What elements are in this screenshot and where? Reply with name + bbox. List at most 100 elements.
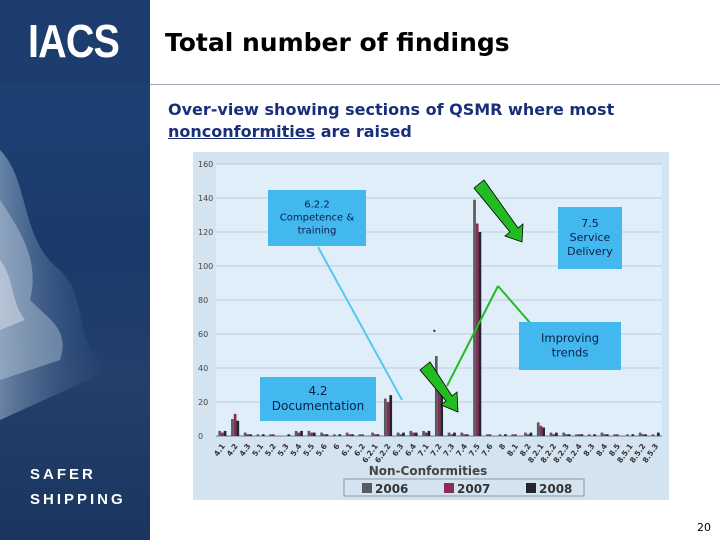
y-tick-label: 80 [198,296,208,305]
bar-2008-8.5.3 [656,432,660,436]
y-tick-label: 140 [198,194,213,203]
bar-2008-4.1 [223,430,227,436]
bar-2007-5.6 [322,434,326,436]
legend-swatch-2008 [526,483,536,493]
tagline-shipping: SHIPPING [30,491,126,508]
bar-2007-6.2.1 [373,434,377,436]
callout-4-2-text: Documentation [272,399,365,413]
callout-7-5-box [558,207,622,269]
bar-2008-8 [504,434,507,436]
bar-2006-7.4 [460,432,464,436]
bar-2006-5.1 [256,434,260,436]
title-divider [150,84,720,85]
x-axis-title: Non-Conformities [369,464,488,478]
subtitle-line-2: nonconformities are raised [168,121,698,143]
bar-2007-6.2.2 [386,402,390,436]
bar-2006-8.2.2 [549,432,553,436]
bar-2006-7.1 [422,430,425,436]
bar-2008-8.4 [606,434,609,436]
tagline-safer: SAFER [30,466,96,483]
callout-7-5-text: 7.5 [581,217,599,230]
bar-2006-4.2 [231,419,234,436]
bar-2007-7.5 [475,223,479,436]
arrow-7-2 [419,361,459,413]
bar-2007-7.1 [424,432,428,436]
page-subtitle: Over-view showing sections of QSMR where… [168,99,698,143]
bar-2007-6.4 [412,432,415,436]
bar-2006-8.5.3 [651,434,655,436]
legend-swatch-2006 [362,483,372,493]
bar-2008-8.2 [529,432,533,436]
y-tick-label: 20 [198,398,208,407]
bar-2007-7.2 [437,385,441,436]
bar-2007-8.2.1 [539,425,543,436]
page-number: 20 [697,521,711,534]
bar-2008-7.2 [440,393,444,436]
bar-2006-6 [333,434,336,436]
bar-2007-8.5 [616,434,619,436]
callout-4-2-box [260,377,376,421]
bar-2006-7.3 [447,432,451,436]
bar-2007-4.2 [233,413,237,436]
bar-2008-5.5 [312,432,316,436]
bar-2006-8.2.3 [562,432,566,436]
iacs-logo: IACS [28,15,120,67]
bar-2008-8.2.2 [555,432,558,436]
trend-connector [446,285,499,387]
bar-2006-5.2 [269,434,272,436]
bar-2008-6.2.1 [376,434,380,436]
x-tick-label: 6 [331,442,341,451]
bar-2006-6.2.2 [383,398,387,436]
bar-2006-7.2 [434,356,438,436]
legend-swatch-2007 [444,483,454,493]
bar-2007-8.2.3 [565,434,568,436]
bar-2007-7.4 [463,434,466,436]
bar-2007-8.2.2 [552,434,556,436]
arrow-7-5 [473,179,524,243]
bar-2006-8.5 [613,434,617,436]
callout-improving-trends-text: trends [552,346,589,360]
callout-6-2-2-text: Competence & [280,213,355,224]
bar-2007-6.2 [361,434,364,436]
bar-2006-8.3 [587,434,591,436]
bar-2008-6.1 [351,434,354,436]
bar-2008-4.2 [236,420,240,436]
bar-2006-8 [498,434,502,436]
subtitle-underlined-word: nonconformities [168,122,316,141]
bar-2008-7.1 [427,430,431,436]
bar-2007-5.2 [271,434,275,436]
subtitle-line-1: Over-view showing sections of QSMR where… [168,100,615,119]
y-tick-label: 120 [198,228,213,237]
bar-2007-5.4 [297,432,301,436]
y-tick-label: 160 [198,160,213,169]
bar-2006-5.5 [307,430,311,436]
sidebar-panel: IACS SAFER SHIPPING [0,0,150,540]
y-tick-label: 60 [198,330,208,339]
bar-2008-5.3 [287,434,291,436]
callout-7-5-text: Service [570,231,611,244]
bar-2006-8.2 [524,432,527,436]
bar-2006-4.1 [218,430,222,436]
bar-2007-4.3 [246,434,250,436]
bar-2006-4.3 [243,432,247,436]
bar-2007-8.2.4 [577,434,581,436]
bar-2008-7.5 [478,232,482,436]
bar-2006-6.3 [396,432,400,436]
callout-improving-trends-text: Improving [541,331,599,345]
legend-box [343,478,585,497]
bar-2007-4.1 [221,432,224,436]
callout-6-2-2-box [268,190,366,246]
page-title: Total number of findings [165,28,510,57]
sea-background [0,0,150,540]
bar-2008-8.2.4 [580,434,584,436]
bar-2006-6.2 [358,434,362,436]
bar-2006-5.4 [294,430,298,436]
bar-2008-4.3 [249,434,252,436]
callout-4-2-text: 4.2 [308,384,327,398]
callout-connector [317,246,403,401]
bar-2007-5.5 [310,432,313,436]
bar-2008-6.3 [402,432,405,436]
bar-2008-5.4 [300,430,303,436]
bar-2006-6.1 [345,432,349,436]
